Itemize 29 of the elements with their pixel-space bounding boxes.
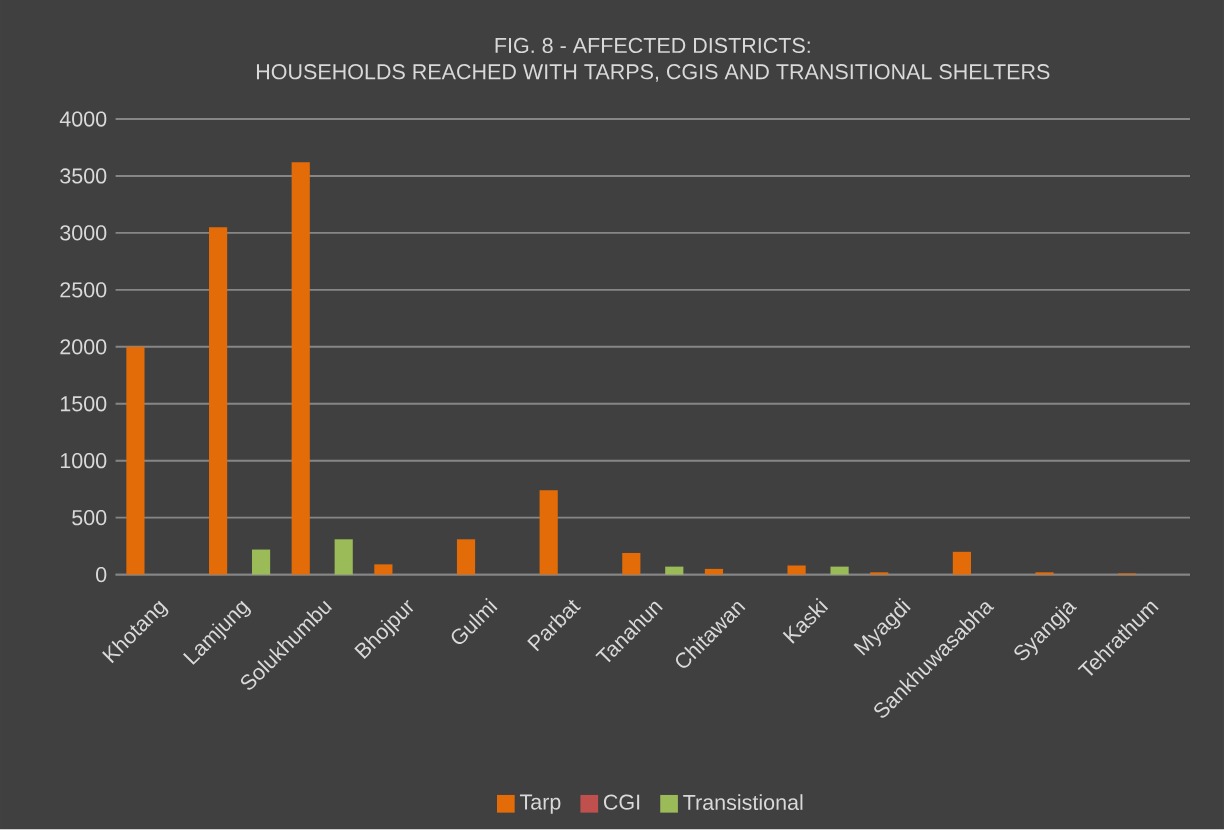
bar [704, 569, 724, 575]
y-tick-label: 4000 [59, 111, 107, 127]
bar [787, 565, 806, 575]
bar [456, 539, 476, 575]
bar [291, 162, 310, 575]
y-tick-label: 2500 [60, 282, 107, 298]
bar [830, 566, 849, 575]
y-tick-label: 500 [72, 510, 107, 526]
bar [665, 566, 684, 575]
bar [374, 564, 393, 575]
y-tick-label: 0 [96, 567, 107, 583]
y-tick-label: 1000 [60, 453, 107, 469]
y-tick-label: 1500 [60, 396, 107, 412]
legend-label: Tarp [519, 794, 561, 815]
bar [539, 490, 558, 575]
y-tick-label: 2000 [60, 339, 107, 355]
y-tick-label: 3000 [60, 225, 107, 241]
y-tick-label: 3500 [60, 168, 107, 184]
bar [334, 539, 353, 575]
chart-title: FIG. 8 - AFFECTED DISTRICTS: HOUSEHOLDS REACHED WITH TARPS, CGIS AND TRANSITIONAL SHELTERS [256, 38, 1050, 83]
bar [870, 572, 889, 575]
bar [622, 553, 641, 575]
bar [209, 227, 228, 575]
bar [251, 549, 271, 575]
bar [1035, 572, 1054, 575]
legend-label: Transistional [683, 794, 803, 811]
bar [952, 552, 971, 575]
bar [126, 347, 145, 575]
legend-label: CGI [603, 794, 640, 810]
